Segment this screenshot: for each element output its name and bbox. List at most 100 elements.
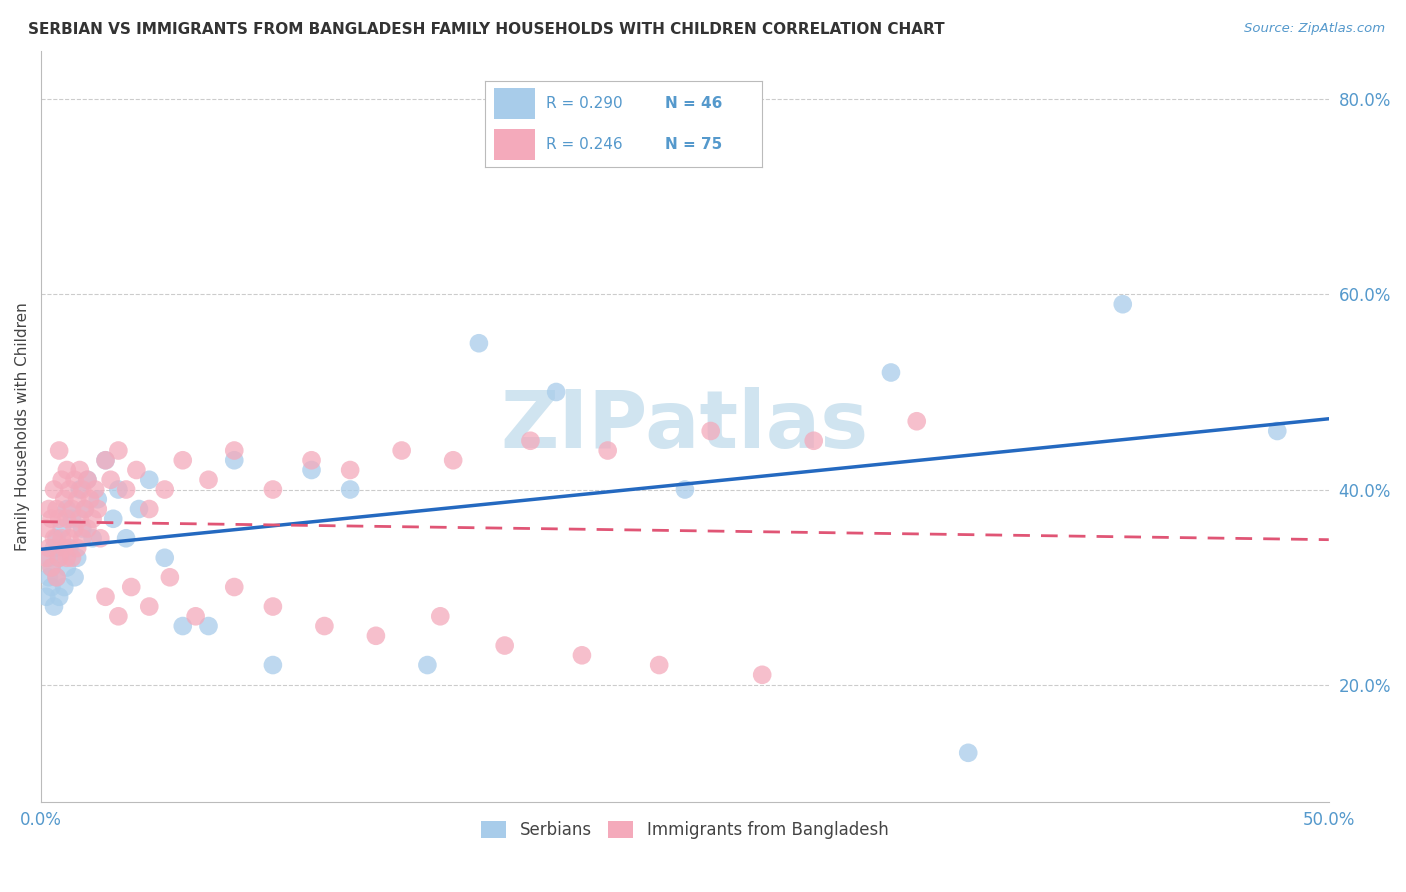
Point <box>159 570 181 584</box>
Point <box>153 550 176 565</box>
Point <box>66 541 89 555</box>
Point <box>905 414 928 428</box>
Point <box>53 541 76 555</box>
Point <box>89 531 111 545</box>
Text: SERBIAN VS IMMIGRANTS FROM BANGLADESH FAMILY HOUSEHOLDS WITH CHILDREN CORRELATIO: SERBIAN VS IMMIGRANTS FROM BANGLADESH FA… <box>28 22 945 37</box>
Point <box>172 619 194 633</box>
Point <box>38 550 60 565</box>
Point <box>41 580 63 594</box>
Point <box>262 483 284 497</box>
Point <box>48 550 70 565</box>
Point <box>42 531 65 545</box>
Point <box>673 483 696 497</box>
Point <box>138 599 160 614</box>
Point <box>53 492 76 507</box>
Point <box>45 570 67 584</box>
Point <box>58 531 80 545</box>
Point <box>76 473 98 487</box>
Point <box>58 541 80 555</box>
Point <box>197 619 219 633</box>
Point <box>1112 297 1135 311</box>
Text: ZIPatlas: ZIPatlas <box>501 387 869 465</box>
Point <box>125 463 148 477</box>
Point <box>56 560 79 574</box>
Point <box>72 522 94 536</box>
Point <box>120 580 142 594</box>
Point <box>38 541 60 555</box>
Text: Source: ZipAtlas.com: Source: ZipAtlas.com <box>1244 22 1385 36</box>
Point <box>73 502 96 516</box>
Point <box>76 522 98 536</box>
Point <box>138 473 160 487</box>
Point <box>153 483 176 497</box>
Point <box>94 590 117 604</box>
Point <box>100 473 122 487</box>
Point <box>107 483 129 497</box>
Point <box>51 531 73 545</box>
Point <box>73 502 96 516</box>
Point <box>51 522 73 536</box>
Point <box>42 541 65 555</box>
Point <box>103 512 125 526</box>
Point <box>314 619 336 633</box>
Point <box>197 473 219 487</box>
Point <box>87 502 110 516</box>
Point <box>63 473 86 487</box>
Point <box>66 492 89 507</box>
Point <box>63 570 86 584</box>
Point <box>56 463 79 477</box>
Point <box>519 434 541 448</box>
Point <box>69 483 91 497</box>
Point <box>184 609 207 624</box>
Point <box>45 502 67 516</box>
Point <box>429 609 451 624</box>
Point <box>224 443 246 458</box>
Point <box>60 502 83 516</box>
Point <box>45 531 67 545</box>
Point <box>301 463 323 477</box>
Point <box>339 483 361 497</box>
Point <box>301 453 323 467</box>
Point <box>56 512 79 526</box>
Point <box>107 443 129 458</box>
Point <box>60 550 83 565</box>
Point <box>63 522 86 536</box>
Point <box>56 502 79 516</box>
Point <box>262 599 284 614</box>
Point <box>79 492 101 507</box>
Point <box>468 336 491 351</box>
Point <box>51 473 73 487</box>
Point <box>41 560 63 574</box>
Legend: Serbians, Immigrants from Bangladesh: Serbians, Immigrants from Bangladesh <box>475 814 896 846</box>
Point <box>60 512 83 526</box>
Point <box>35 522 58 536</box>
Point <box>957 746 980 760</box>
Point <box>107 609 129 624</box>
Point <box>45 570 67 584</box>
Point <box>38 570 60 584</box>
Point <box>94 453 117 467</box>
Point <box>803 434 825 448</box>
Point <box>82 512 104 526</box>
Point <box>416 658 439 673</box>
Point <box>94 453 117 467</box>
Point <box>224 453 246 467</box>
Y-axis label: Family Households with Children: Family Households with Children <box>15 301 30 550</box>
Point <box>69 463 91 477</box>
Point <box>115 483 138 497</box>
Point <box>648 658 671 673</box>
Point <box>699 424 721 438</box>
Point <box>138 502 160 516</box>
Point <box>53 580 76 594</box>
Point <box>48 590 70 604</box>
Point <box>571 648 593 663</box>
Point <box>172 453 194 467</box>
Point <box>56 550 79 565</box>
Point <box>880 366 903 380</box>
Point <box>48 550 70 565</box>
Point <box>262 658 284 673</box>
Point <box>1265 424 1288 438</box>
Point <box>41 512 63 526</box>
Point <box>42 483 65 497</box>
Point <box>115 531 138 545</box>
